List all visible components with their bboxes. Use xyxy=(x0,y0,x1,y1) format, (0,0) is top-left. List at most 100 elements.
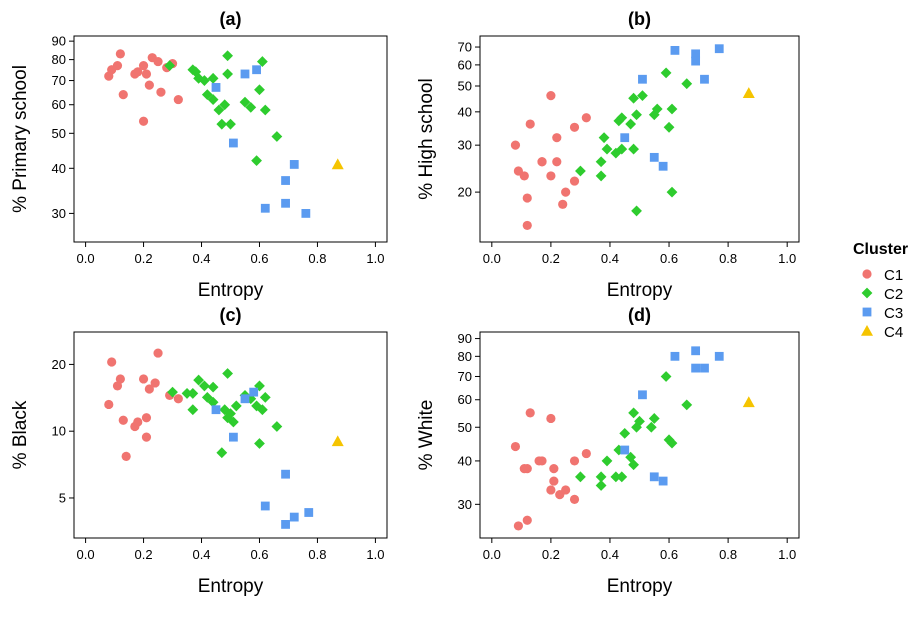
legend-title: Cluster xyxy=(853,241,908,258)
data-point xyxy=(260,501,270,511)
data-point xyxy=(620,133,630,143)
y-tick-label: 5 xyxy=(59,490,66,505)
series-c2 xyxy=(575,371,693,491)
data-point xyxy=(281,520,290,529)
y-tick-label: 70 xyxy=(52,73,66,88)
data-point xyxy=(666,103,678,115)
x-tick-label: 0.8 xyxy=(308,547,326,562)
x-tick-label: 1.0 xyxy=(778,251,796,266)
series-c4 xyxy=(331,158,344,170)
data-point xyxy=(552,157,562,167)
data-point xyxy=(610,471,622,483)
data-point xyxy=(546,171,556,181)
data-point xyxy=(190,66,202,78)
y-tick-label: 90 xyxy=(52,34,66,49)
data-point xyxy=(193,72,205,84)
data-point xyxy=(133,67,143,77)
data-point xyxy=(637,90,648,102)
data-point xyxy=(660,371,672,382)
legend-entry-c2: C2 xyxy=(861,286,903,303)
data-point xyxy=(651,103,663,115)
y-tick-label: 40 xyxy=(458,453,472,468)
data-point xyxy=(670,351,680,361)
data-point xyxy=(666,437,678,449)
data-point xyxy=(569,122,580,132)
data-point xyxy=(239,96,251,108)
data-point xyxy=(658,476,668,486)
data-point xyxy=(691,56,701,66)
data-point xyxy=(510,441,521,452)
data-point xyxy=(549,476,559,486)
data-point xyxy=(681,78,693,90)
data-point xyxy=(216,447,228,459)
data-point xyxy=(216,118,228,130)
data-point xyxy=(249,387,259,397)
data-point xyxy=(666,186,678,198)
panel-title: (d) xyxy=(628,305,651,325)
data-point xyxy=(138,374,149,384)
data-point xyxy=(207,94,219,105)
data-point xyxy=(691,49,701,59)
data-point xyxy=(254,438,265,449)
data-point xyxy=(660,67,672,79)
data-point xyxy=(598,132,610,144)
data-point xyxy=(628,143,639,155)
data-point xyxy=(207,381,219,393)
data-point xyxy=(595,170,607,182)
x-tick-label: 0.2 xyxy=(135,547,153,562)
data-point xyxy=(537,456,547,466)
y-axis-label: % Primary school xyxy=(10,65,31,213)
x-tick-label: 0.4 xyxy=(192,251,210,266)
y-tick-label: 90 xyxy=(458,331,472,346)
data-point xyxy=(118,90,128,100)
data-point xyxy=(561,187,571,197)
x-tick-label: 0.2 xyxy=(542,251,560,266)
data-point xyxy=(546,91,556,101)
data-point xyxy=(228,432,238,442)
series-c3 xyxy=(620,44,724,171)
data-point xyxy=(670,45,680,55)
data-point xyxy=(141,69,152,79)
data-point xyxy=(213,104,225,116)
data-point xyxy=(199,75,210,86)
data-point xyxy=(700,363,709,373)
data-point xyxy=(620,445,630,455)
data-point xyxy=(691,346,701,356)
y-tick-label: 70 xyxy=(458,40,472,55)
data-point xyxy=(112,61,123,71)
data-point xyxy=(546,413,556,424)
data-point xyxy=(601,455,613,467)
data-point xyxy=(187,404,199,416)
cluster-legend: Cluster C1 C2 C3 C4 xyxy=(853,241,908,341)
data-point xyxy=(164,60,176,72)
data-point xyxy=(256,56,268,67)
data-point xyxy=(619,428,631,439)
legend-label: C4 xyxy=(884,324,903,341)
data-point xyxy=(561,485,571,495)
series-c3 xyxy=(211,65,311,218)
data-point xyxy=(595,480,607,491)
series-c1 xyxy=(510,91,591,231)
data-point xyxy=(115,374,125,384)
x-tick-label: 0.4 xyxy=(601,251,619,266)
data-point xyxy=(138,116,149,126)
y-tick-label: 60 xyxy=(458,392,472,407)
data-point xyxy=(304,508,314,517)
data-point xyxy=(616,112,628,124)
data-point xyxy=(173,394,183,404)
y-axis-label: % White xyxy=(416,400,437,471)
y-tick-label: 30 xyxy=(458,497,472,512)
data-point xyxy=(251,155,262,167)
y-tick-label: 10 xyxy=(52,424,66,439)
y-tick-label: 50 xyxy=(458,420,472,435)
data-point xyxy=(115,49,125,59)
legend-label: C1 xyxy=(884,267,903,284)
x-tick-label: 0.0 xyxy=(483,547,501,562)
y-tick-label: 80 xyxy=(52,52,66,67)
data-point xyxy=(167,386,178,398)
data-point xyxy=(281,469,290,479)
data-point xyxy=(742,396,755,408)
data-point xyxy=(648,413,660,424)
y-tick-label: 60 xyxy=(52,97,66,112)
x-tick-label: 0.8 xyxy=(308,251,326,266)
